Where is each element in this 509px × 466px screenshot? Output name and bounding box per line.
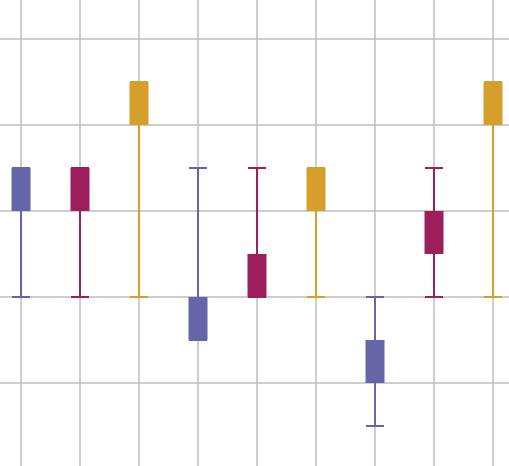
candle-body xyxy=(483,81,503,125)
candle-body xyxy=(129,81,149,125)
candle-body xyxy=(11,167,31,211)
candle-body xyxy=(424,210,444,254)
candle-body xyxy=(70,167,90,211)
candle-body xyxy=(306,167,326,211)
candle-body xyxy=(247,253,267,297)
candle-body xyxy=(365,339,385,384)
candle-body xyxy=(188,296,208,340)
